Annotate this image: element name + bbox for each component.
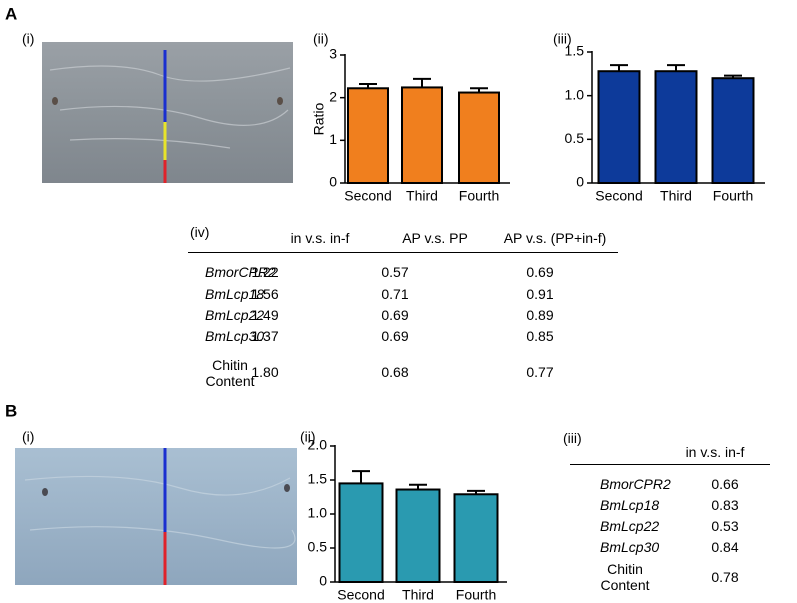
table-cell: 0.66: [711, 476, 739, 492]
row-label: BmLcp18: [600, 497, 660, 513]
x-tick-label: Third: [660, 188, 692, 204]
bar: [401, 86, 443, 184]
subpanel-label: (iv): [190, 224, 210, 240]
table-cell: 0.53: [711, 518, 739, 534]
x-tick-label: Third: [402, 587, 434, 603]
table-header: AP v.s. (PP+in-f): [503, 230, 607, 246]
table-rule: [188, 252, 618, 253]
y-tick-label: 0: [329, 174, 337, 190]
table-cell: 1.49: [251, 307, 279, 323]
table-cell: 1.22: [251, 264, 279, 280]
panel-letter: A: [5, 4, 17, 23]
x-tick-label: Second: [595, 188, 642, 204]
subpanel-label: (i): [22, 429, 34, 445]
row-label: BmorCPR2: [600, 476, 671, 492]
table-cell: 0.57: [381, 264, 409, 280]
row-label: BmLcp18: [205, 286, 265, 302]
y-tick-label: 0: [576, 174, 584, 190]
bar: [711, 77, 755, 184]
y-tick-label: 1.5: [565, 43, 585, 59]
y-tick-label: 2.0: [308, 437, 328, 453]
bar: [654, 70, 698, 184]
table-cell: 0.85: [526, 328, 554, 344]
row-label: BmLcp22: [600, 518, 660, 534]
y-tick-label: 1.0: [565, 86, 585, 102]
table-header: AP v.s. PP: [402, 230, 468, 246]
table-cell: 0.91: [526, 286, 554, 302]
row-label: BmLcp30: [205, 328, 265, 344]
subpanel-label: (iii): [553, 31, 572, 47]
bar: [395, 488, 441, 583]
row-label: BmLcp22: [205, 307, 265, 323]
table-cell: 0.69: [381, 307, 409, 323]
bar: [597, 70, 641, 184]
x-tick-label: Third: [406, 188, 438, 204]
bar: [338, 482, 384, 583]
y-tick-label: 1: [329, 131, 337, 147]
x-tick-label: Fourth: [456, 587, 496, 603]
bar: [458, 91, 500, 184]
row-label: Chitin Content: [205, 357, 255, 389]
table-cell: 0.89: [526, 307, 554, 323]
table-cell: 0.84: [711, 539, 739, 555]
x-tick-label: Fourth: [713, 188, 753, 204]
y-tick-label: 0.5: [308, 539, 328, 555]
table-cell: 0.69: [526, 264, 554, 280]
table-rule: [570, 464, 770, 465]
bar: [453, 493, 499, 583]
table-cell: 1.37: [251, 328, 279, 344]
y-tick-label: 0.5: [565, 130, 585, 146]
subpanel-label: (ii): [300, 429, 316, 445]
y-tick-label: 2: [329, 88, 337, 104]
y-tick-label: 1.5: [308, 471, 328, 487]
row-label: Chitin Content: [600, 561, 650, 593]
table-cell: 1.56: [251, 286, 279, 302]
y-tick-label: 1.0: [308, 505, 328, 521]
subpanel-label: (ii): [313, 31, 329, 47]
table-cell: 0.78: [711, 569, 739, 585]
row-label: BmLcp30: [600, 539, 660, 555]
bar: [347, 87, 389, 184]
table-cell: 0.77: [526, 364, 554, 380]
y-tick-label: 0: [319, 573, 327, 589]
table-cell: 1.80: [251, 364, 279, 380]
table-cell: 0.83: [711, 497, 739, 513]
y-axis-label: Ratio: [311, 102, 327, 135]
photo: [15, 448, 297, 585]
y-tick-label: 3: [329, 46, 337, 62]
subpanel-label: (iii): [563, 430, 582, 446]
table-cell: 0.69: [381, 328, 409, 344]
table-cell: 0.71: [381, 286, 409, 302]
row-label: BmorCPR2: [205, 264, 276, 280]
x-tick-label: Second: [337, 587, 384, 603]
table-cell: 0.68: [381, 364, 409, 380]
photo: [42, 42, 293, 183]
panel-letter: B: [5, 401, 17, 420]
x-tick-label: Fourth: [459, 188, 499, 204]
subpanel-label: (i): [22, 31, 34, 47]
table-header: in v.s. in-f: [685, 444, 745, 460]
x-tick-label: Second: [344, 188, 391, 204]
table-header: in v.s. in-f: [290, 230, 350, 246]
